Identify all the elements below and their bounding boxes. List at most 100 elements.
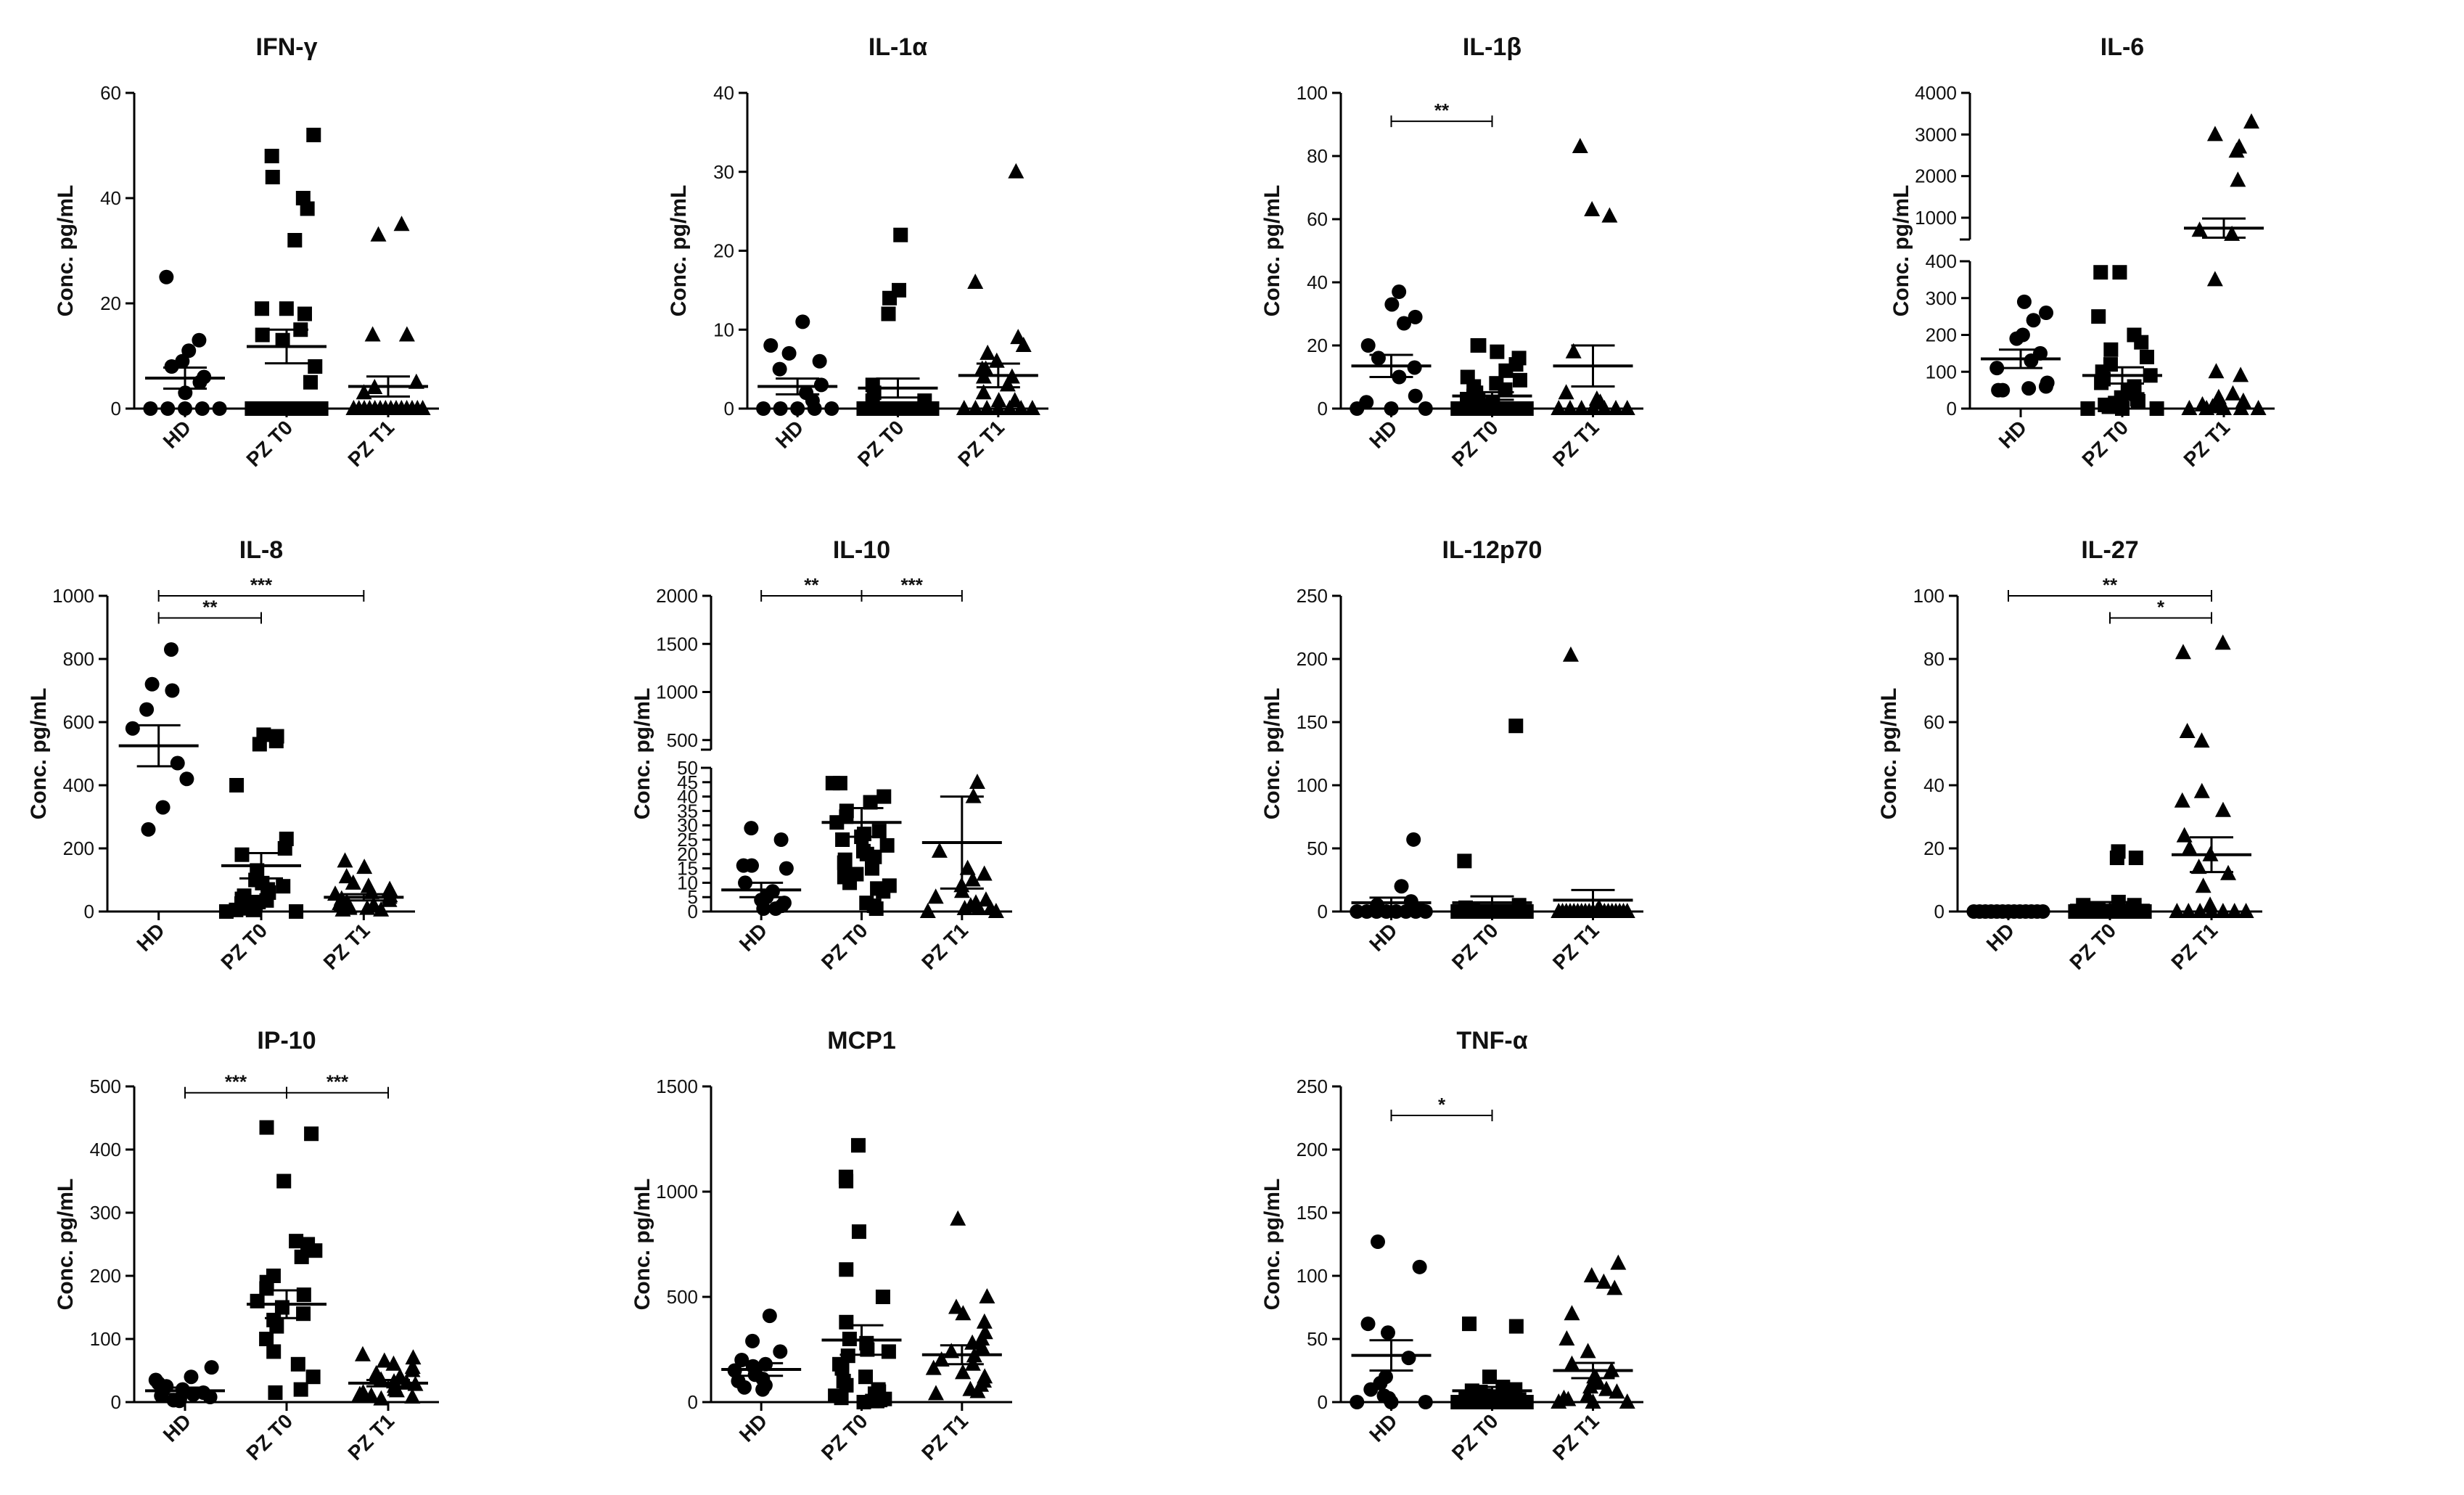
panel-mcp1: MCP1 Conc. pg/mL 0 500 1000 1500 HD PZ T0 PZ T1 bbox=[631, 1027, 1012, 1465]
panel-title: IL-1α bbox=[868, 33, 927, 61]
data-point bbox=[2039, 306, 2054, 321]
y-axis-label: Conc. pg/mL bbox=[667, 185, 691, 317]
data-point bbox=[1519, 401, 1534, 416]
y-tick-label: 1500 bbox=[656, 633, 698, 655]
data-point bbox=[839, 1174, 854, 1189]
data-point bbox=[2225, 385, 2241, 401]
data-point bbox=[290, 1356, 305, 1372]
data-point bbox=[1598, 1380, 1615, 1396]
data-point bbox=[289, 904, 304, 919]
data-point bbox=[1406, 832, 1421, 847]
data-point bbox=[876, 884, 891, 899]
y-tick-label: 0 bbox=[1318, 901, 1328, 922]
x-tick-label: PZ T0 bbox=[817, 919, 872, 974]
panel-title: IP-10 bbox=[257, 1027, 316, 1054]
y-tick-label: 100 bbox=[1297, 774, 1328, 796]
data-point bbox=[2021, 381, 2037, 396]
data-point bbox=[351, 1385, 368, 1401]
data-point bbox=[313, 401, 329, 416]
data-point bbox=[370, 226, 387, 242]
data-point bbox=[2206, 271, 2223, 287]
data-point bbox=[772, 361, 787, 377]
y-axis-label: Conc. pg/mL bbox=[631, 1179, 654, 1311]
panel-il-8: IL-8 Conc. pg/mL 0 200 400 600 800 1000 HD PZ T0 P… bbox=[27, 536, 415, 974]
x-tick-label: HD bbox=[771, 416, 808, 453]
x-tick-label: HD bbox=[132, 919, 169, 956]
y-tick-label: 35 bbox=[677, 800, 698, 822]
panel-title: IFN-γ bbox=[256, 33, 318, 61]
data-point bbox=[279, 301, 294, 316]
data-point bbox=[2024, 353, 2039, 369]
data-point bbox=[2103, 342, 2119, 357]
y-tick-label: 80 bbox=[1923, 648, 1944, 670]
data-point bbox=[974, 1330, 990, 1346]
data-point bbox=[2174, 792, 2190, 808]
x-tick-label: HD bbox=[159, 416, 196, 453]
data-point bbox=[143, 401, 158, 416]
y-tick-label: 200 bbox=[1297, 648, 1328, 670]
data-point bbox=[790, 401, 805, 416]
data-point bbox=[2130, 393, 2145, 409]
data-point bbox=[1619, 1393, 1635, 1409]
data-point bbox=[408, 373, 424, 389]
significance-label: ** bbox=[2103, 574, 2118, 596]
data-point bbox=[1608, 400, 1625, 415]
x-tick-label: PZ T1 bbox=[343, 416, 398, 471]
data-point bbox=[1370, 1234, 1385, 1250]
data-point bbox=[871, 824, 887, 839]
y-tick-label: 2000 bbox=[1915, 165, 1957, 187]
panel-title: TNF-α bbox=[1456, 1027, 1527, 1054]
data-point bbox=[277, 841, 292, 856]
data-point bbox=[178, 401, 192, 416]
data-point bbox=[170, 755, 185, 771]
data-point bbox=[276, 1174, 292, 1189]
significance-label: *** bbox=[225, 1071, 247, 1093]
data-point bbox=[967, 400, 984, 415]
data-point bbox=[860, 1342, 875, 1357]
y-axis-label: Conc. pg/mL bbox=[1260, 1179, 1284, 1311]
data-point bbox=[2214, 903, 2231, 918]
data-point bbox=[2214, 801, 2231, 817]
data-point bbox=[893, 227, 908, 242]
x-tick-label: HD bbox=[735, 1409, 772, 1446]
data-point bbox=[250, 1293, 265, 1308]
data-point bbox=[956, 400, 972, 415]
y-tick-label: 100 bbox=[1297, 1265, 1328, 1287]
data-point bbox=[795, 314, 810, 329]
x-tick-label: PZ T0 bbox=[242, 1409, 297, 1465]
y-tick-label: 1000 bbox=[656, 681, 698, 703]
data-point bbox=[2128, 851, 2143, 866]
data-point bbox=[1363, 1382, 1379, 1397]
x-tick-label: PZ T0 bbox=[1447, 416, 1503, 471]
data-point bbox=[259, 1120, 274, 1135]
y-tick-label: 500 bbox=[667, 729, 698, 751]
data-point bbox=[2216, 400, 2232, 415]
data-point bbox=[2192, 903, 2209, 918]
data-point bbox=[779, 861, 794, 876]
x-tick-label: PZ T1 bbox=[917, 919, 972, 974]
data-point bbox=[2109, 851, 2124, 866]
data-point bbox=[1572, 137, 1588, 153]
y-tick-label: 2000 bbox=[656, 585, 698, 607]
y-tick-label: 1000 bbox=[52, 585, 94, 607]
data-point bbox=[294, 1249, 309, 1264]
y-tick-label: 0 bbox=[724, 398, 734, 419]
data-point bbox=[359, 899, 376, 915]
data-point bbox=[781, 345, 797, 361]
data-point bbox=[1001, 400, 1018, 415]
y-tick-label: 40 bbox=[713, 82, 734, 104]
data-point bbox=[172, 1393, 187, 1409]
data-point bbox=[306, 128, 321, 142]
data-point bbox=[404, 1361, 421, 1377]
x-tick-label: PZ T0 bbox=[2077, 416, 2132, 471]
data-point bbox=[337, 852, 353, 868]
data-point bbox=[2214, 634, 2231, 650]
y-tick-label: 500 bbox=[90, 1076, 121, 1097]
data-point bbox=[393, 216, 410, 232]
data-point bbox=[837, 855, 852, 870]
data-point bbox=[2093, 265, 2108, 280]
data-point bbox=[388, 1382, 405, 1398]
data-point bbox=[268, 734, 284, 749]
data-point bbox=[2226, 903, 2243, 918]
x-tick-label: HD bbox=[1365, 1409, 1402, 1446]
